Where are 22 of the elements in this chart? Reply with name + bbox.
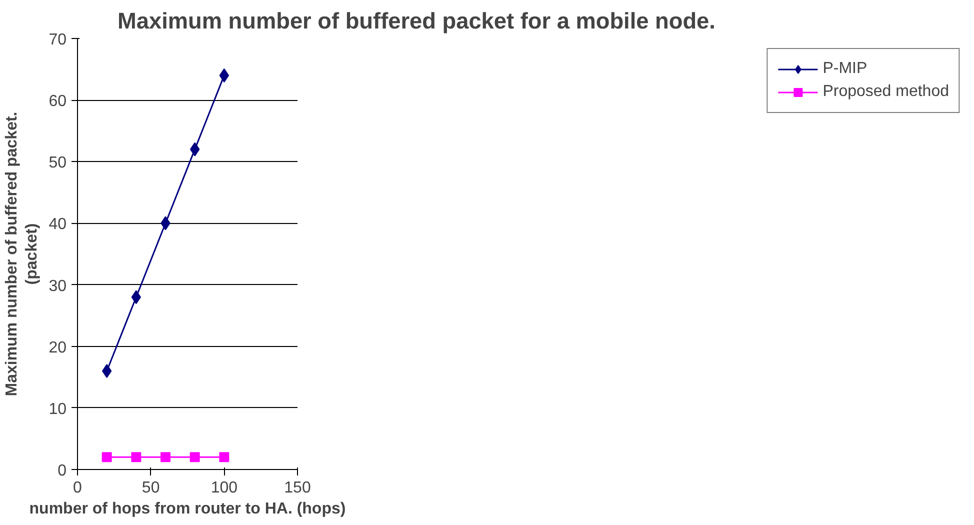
y-tick-label: 50 bbox=[48, 154, 67, 172]
x-axis-title: number of hops from router to HA. (hops) bbox=[29, 500, 346, 518]
y-tick-label: 60 bbox=[48, 93, 67, 110]
point bbox=[160, 452, 170, 462]
y-tick-label: 10 bbox=[48, 400, 67, 418]
y-tick-label: 20 bbox=[48, 339, 67, 356]
point bbox=[219, 452, 230, 462]
point bbox=[102, 452, 112, 462]
x-tick-label: 100 bbox=[210, 480, 238, 496]
x-tick-label: 0 bbox=[73, 480, 82, 496]
y-tick-label: 30 bbox=[48, 278, 67, 295]
point bbox=[131, 452, 142, 462]
x-tick-label: 150 bbox=[284, 480, 311, 496]
y-tick-label: 40 bbox=[48, 216, 67, 234]
x-tick-label: 50 bbox=[142, 480, 160, 496]
legend-label: P-MIP bbox=[822, 60, 868, 78]
point bbox=[190, 452, 200, 462]
y-tick-label: 70 bbox=[48, 32, 67, 48]
y-axis-title: Maximum number of buffered packet. (packet) bbox=[3, 112, 41, 396]
legend-label: Proposed method bbox=[822, 83, 949, 101]
text: Maximum number of buffered packet for a mobile node. bbox=[118, 8, 716, 34]
y-tick-label: 0 bbox=[58, 462, 67, 480]
